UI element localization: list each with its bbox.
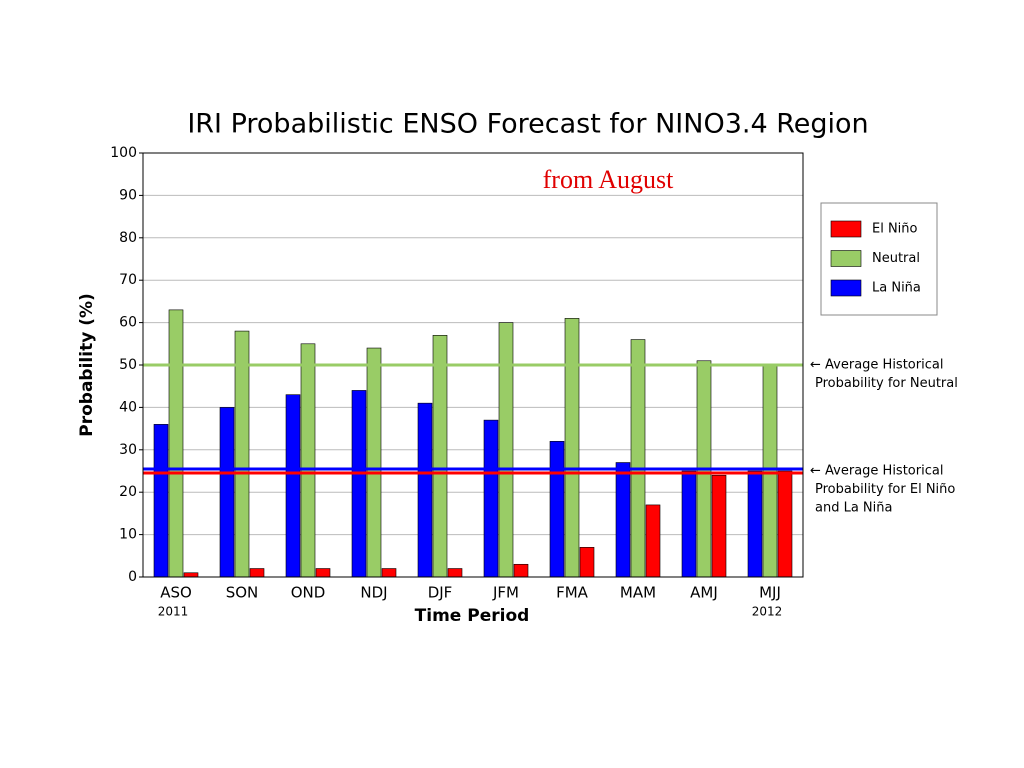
bar xyxy=(777,470,793,578)
y-tick-label: 100 xyxy=(110,145,137,161)
bar xyxy=(366,347,382,578)
y-tick-label: 70 xyxy=(119,272,137,288)
reference-label: Probability for Neutral xyxy=(815,376,958,391)
bar xyxy=(579,547,595,578)
bar xyxy=(300,343,316,578)
y-tick-label: 90 xyxy=(119,187,137,203)
x-tick-label: FMA xyxy=(556,584,589,602)
y-tick-label: 0 xyxy=(128,569,137,585)
reference-label: ← Average Historical xyxy=(810,464,943,479)
y-tick-label: 40 xyxy=(119,399,137,415)
bar xyxy=(351,390,367,578)
bar xyxy=(315,568,331,578)
bar xyxy=(513,563,529,578)
bar xyxy=(681,470,697,578)
bar xyxy=(381,568,397,578)
x-tick-label: NDJ xyxy=(360,584,387,602)
bar xyxy=(549,441,565,578)
bar xyxy=(219,407,235,578)
x-tick-label: ASO xyxy=(160,584,192,602)
y-tick-label: 30 xyxy=(119,442,137,458)
y-axis-label: Probability (%) xyxy=(77,293,97,437)
bar xyxy=(432,335,448,578)
year-label: 2011 xyxy=(158,605,189,619)
year-label: 2012 xyxy=(752,605,783,619)
y-tick-label: 20 xyxy=(119,484,137,500)
legend-label: El Niño xyxy=(872,222,918,237)
bar xyxy=(234,330,250,578)
plot-frame xyxy=(142,152,804,578)
bar xyxy=(645,504,661,578)
x-tick-label: JFM xyxy=(492,584,519,602)
bar xyxy=(153,424,169,578)
legend-swatch xyxy=(830,220,862,238)
x-tick-label: SON xyxy=(226,584,259,602)
y-tick-label: 60 xyxy=(119,315,137,331)
legend-swatch xyxy=(830,250,862,267)
bar xyxy=(249,568,265,578)
x-tick-label: OND xyxy=(291,584,326,602)
legend-label: Neutral xyxy=(872,251,920,266)
reference-label: ← Average Historical xyxy=(810,358,943,373)
y-tick-label: 10 xyxy=(119,527,137,543)
bar xyxy=(498,322,514,578)
bar xyxy=(711,474,727,578)
bar xyxy=(747,470,763,578)
x-tick-label: MJJ xyxy=(759,584,781,602)
reference-label: and La Niña xyxy=(815,501,892,516)
bar xyxy=(168,309,184,578)
bar xyxy=(762,364,778,578)
chart-title: IRI Probabilistic ENSO Forecast for NINO… xyxy=(187,109,868,140)
x-tick-label: MAM xyxy=(620,584,656,602)
y-tick-label: 80 xyxy=(119,230,137,246)
bar xyxy=(615,462,631,578)
bar xyxy=(183,572,199,578)
x-axis-label: Time Period xyxy=(415,606,530,626)
bar xyxy=(285,394,301,578)
legend-label: La Niña xyxy=(872,281,921,296)
legend-swatch xyxy=(830,279,862,297)
bar xyxy=(630,339,646,578)
y-tick-label: 50 xyxy=(119,357,137,373)
bar xyxy=(564,318,580,578)
bar xyxy=(483,419,499,578)
bar xyxy=(417,402,433,578)
x-tick-label: AMJ xyxy=(690,584,718,602)
reference-label: Probability for El Niño xyxy=(815,482,955,497)
x-tick-label: DJF xyxy=(428,584,453,602)
subtitle: from August xyxy=(543,165,675,194)
bar xyxy=(447,568,463,578)
